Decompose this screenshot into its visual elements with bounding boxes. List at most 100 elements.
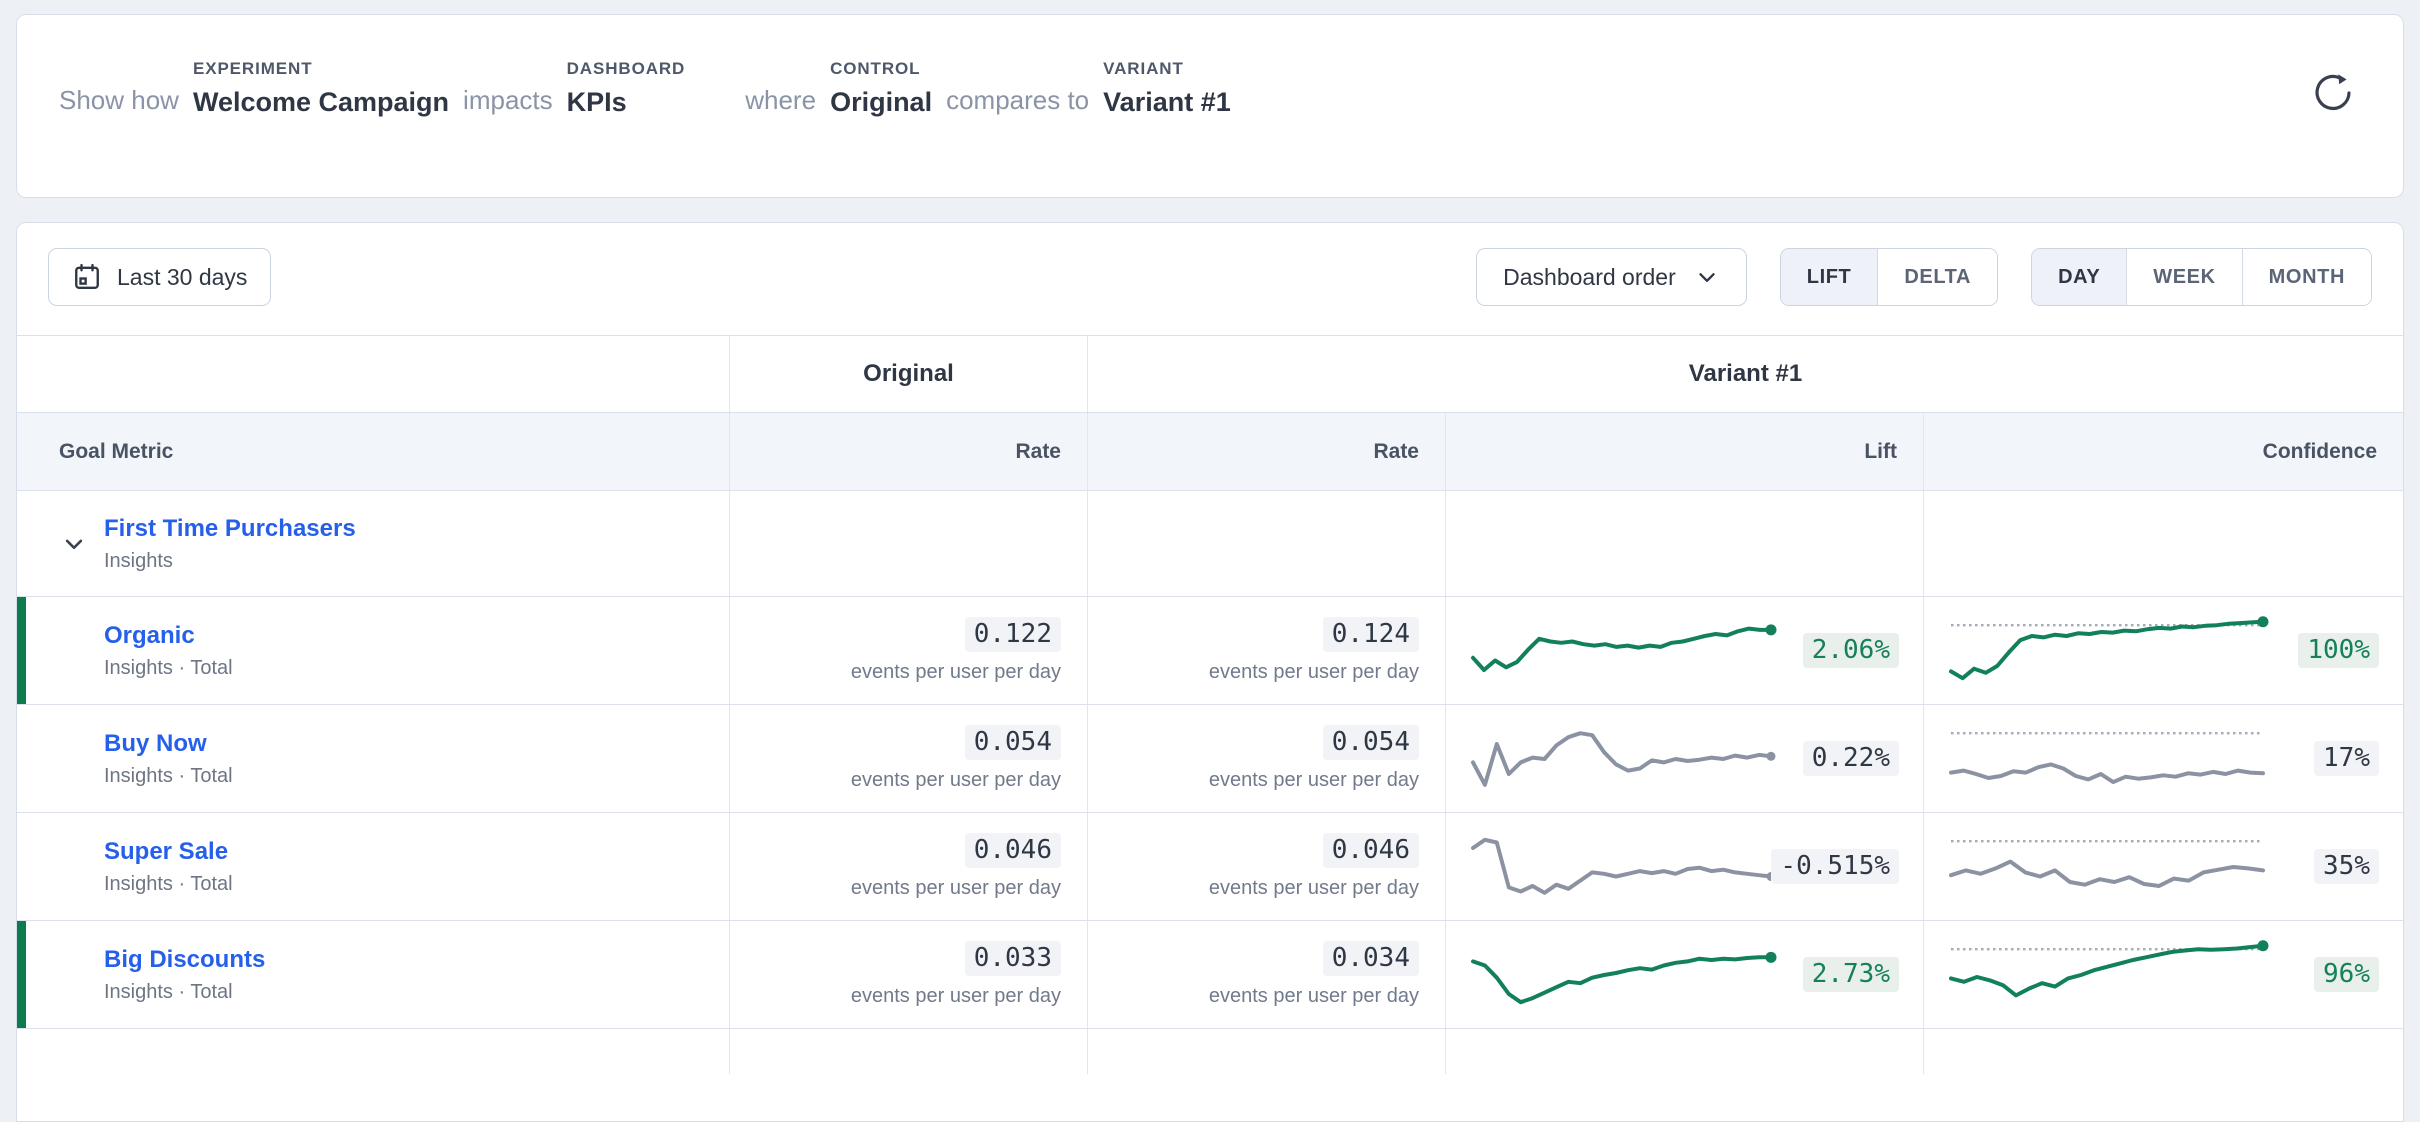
metric-link[interactable]: Super Sale [104, 837, 229, 865]
lift-cell: 0.22% [1445, 705, 1923, 812]
dashboard-toolbar: Last 30 days Dashboard order LIFT DELTA D… [17, 223, 2403, 335]
toggle-lift-option[interactable]: LIFT [1780, 249, 1878, 305]
control-rate-cell: 0.033 events per user per day [729, 921, 1087, 1028]
rate-unit-label: events per user per day [1208, 877, 1419, 900]
variation-header-row: Original Variant #1 [17, 335, 2403, 412]
lift-cell: 2.06% [1445, 597, 1923, 704]
collapse-group-button[interactable] [59, 529, 89, 559]
empty-cell [17, 1029, 729, 1074]
column-header-row: Goal Metric Rate Rate Lift Confidence [17, 412, 2403, 490]
rate-unit-label: events per user per day [1208, 769, 1419, 792]
lift-value: 0.22% [1802, 740, 1899, 777]
metric-name-cell: Buy Now Insights · Total [17, 705, 729, 812]
results-table: Original Variant #1 Goal Metric Rate Rat… [17, 335, 2403, 1074]
variant-rate-value: 0.124 [1322, 616, 1419, 653]
empty-cell [1087, 491, 1445, 596]
goal-group-row: First Time Purchasers Insights [17, 490, 2403, 596]
variant-rate-cell: 0.054 events per user per day [1087, 705, 1445, 812]
empty-cell [1923, 1029, 2403, 1074]
chevron-down-icon [65, 539, 83, 549]
confidence-cell: 35% [1923, 813, 2403, 920]
metric-link[interactable]: Organic [104, 621, 195, 649]
experiment-label: EXPERIMENT [192, 59, 313, 78]
toggle-week-option[interactable]: WEEK [2126, 249, 2242, 305]
toggle-month-option[interactable]: MONTH [2241, 249, 2371, 305]
lift-value: 2.06% [1802, 632, 1899, 669]
experiment-selector[interactable]: EXPERIMENT Welcome Campaign [193, 59, 449, 118]
control-label: CONTROL [830, 59, 921, 78]
variant-rate-cell: 0.046 events per user per day [1087, 813, 1445, 920]
variant-rate-cell: 0.034 events per user per day [1087, 921, 1445, 1028]
date-range-button[interactable]: Last 30 days [48, 248, 272, 306]
confidence-value: 35% [2314, 848, 2379, 885]
goal-group-link[interactable]: First Time Purchasers [104, 514, 356, 542]
lift-sparkline [1471, 951, 1777, 1004]
control-rate-column-header: Rate [729, 413, 1087, 490]
control-rate-cell: 0.046 events per user per day [729, 813, 1087, 920]
toolbar-right-group: Dashboard order LIFT DELTA DAY WEEK MONTH [1476, 248, 2372, 306]
dashboard-selector[interactable]: DASHBOARD KPIs [567, 59, 686, 118]
lift-sparkline [1471, 730, 1776, 787]
dashboard-value: KPIs [566, 87, 627, 117]
variant-label: VARIANT [1103, 59, 1184, 78]
dashboard-card: Last 30 days Dashboard order LIFT DELTA D… [16, 222, 2404, 1122]
metric-row-organic: Organic Insights · Total 0.122 events per u… [17, 596, 2403, 704]
variant-rate-value: 0.046 [1322, 832, 1419, 869]
metric-name-cell: Super Sale Insights · Total [17, 813, 729, 920]
metric-subtitle: Insights · Total [104, 872, 233, 895]
metric-name-cell: Big Discounts Insights · Total [17, 921, 729, 1028]
date-range-label: Last 30 days [117, 263, 248, 290]
control-selector[interactable]: CONTROL Original [830, 59, 932, 118]
variant-rate-value: 0.054 [1322, 724, 1419, 761]
experiment-sentence: Show how EXPERIMENT Welcome Campaign imp… [59, 59, 1231, 118]
toggle-day-option[interactable]: DAY [2032, 249, 2127, 305]
confidence-cell: 96% [1923, 921, 2403, 1028]
toggle-delta-option[interactable]: DELTA [1877, 249, 1998, 305]
confidence-cell: 100% [1923, 597, 2403, 704]
sentence-prefix: Show how [59, 85, 179, 115]
significance-accent-bar [17, 597, 26, 704]
rate-unit-label: events per user per day [850, 661, 1061, 684]
calendar-icon [75, 263, 99, 289]
empty-cell [1923, 491, 2403, 596]
metric-link[interactable]: Big Discounts [104, 945, 266, 973]
variant-selector[interactable]: VARIANT Variant #1 [1103, 59, 1231, 118]
goal-group-name-cell: First Time Purchasers Insights [17, 491, 729, 596]
dashboard-label: DASHBOARD [566, 59, 686, 78]
metric-subtitle: Insights · Total [104, 980, 233, 1003]
lift-cell: 2.73% [1445, 921, 1923, 1028]
metric-link[interactable]: Buy Now [104, 729, 207, 757]
refresh-button[interactable] [2309, 69, 2357, 117]
empty-group-cell [17, 336, 729, 412]
dashboard-order-label: Dashboard order [1503, 263, 1676, 290]
metric-row-buy-now: Buy Now Insights · Total 0.054 events per u… [17, 704, 2403, 812]
metric-row-super-sale: Super Sale Insights · Total 0.046 events pe… [17, 812, 2403, 920]
rate-unit-label: events per user per day [850, 877, 1061, 900]
rate-unit-label: events per user per day [1208, 985, 1419, 1008]
confidence-column-header: Confidence [1923, 413, 2403, 490]
lift-value: -0.515% [1771, 848, 1899, 885]
control-rate-value: 0.054 [964, 724, 1061, 761]
rate-unit-label: events per user per day [850, 769, 1061, 792]
chevron-down-icon [1699, 273, 1715, 282]
metric-subtitle: Insights · Total [104, 656, 233, 679]
confidence-value: 17% [2314, 740, 2379, 777]
confidence-value: 96% [2314, 956, 2379, 993]
variant-rate-column-header: Rate [1087, 413, 1445, 490]
confidence-sparkline [1949, 615, 2269, 680]
variant-value: Variant #1 [1103, 87, 1231, 117]
lift-delta-toggle: LIFT DELTA [1779, 248, 1999, 306]
goal-group-subtitle: Insights [104, 549, 173, 572]
lift-sparkline [1471, 837, 1772, 895]
control-group-header: Original [729, 336, 1087, 412]
empty-cell [1087, 1029, 1445, 1074]
variant-rate-value: 0.034 [1322, 940, 1419, 977]
lift-column-header: Lift [1445, 413, 1923, 490]
sentence-impacts: impacts [463, 85, 553, 115]
empty-cell [1445, 491, 1923, 596]
refresh-icon [2315, 74, 2351, 110]
sentence-compares-to: compares to [946, 85, 1090, 115]
confidence-sparkline [1949, 839, 2265, 888]
control-rate-cell: 0.122 events per user per day [729, 597, 1087, 704]
dashboard-order-dropdown[interactable]: Dashboard order [1476, 248, 1747, 306]
